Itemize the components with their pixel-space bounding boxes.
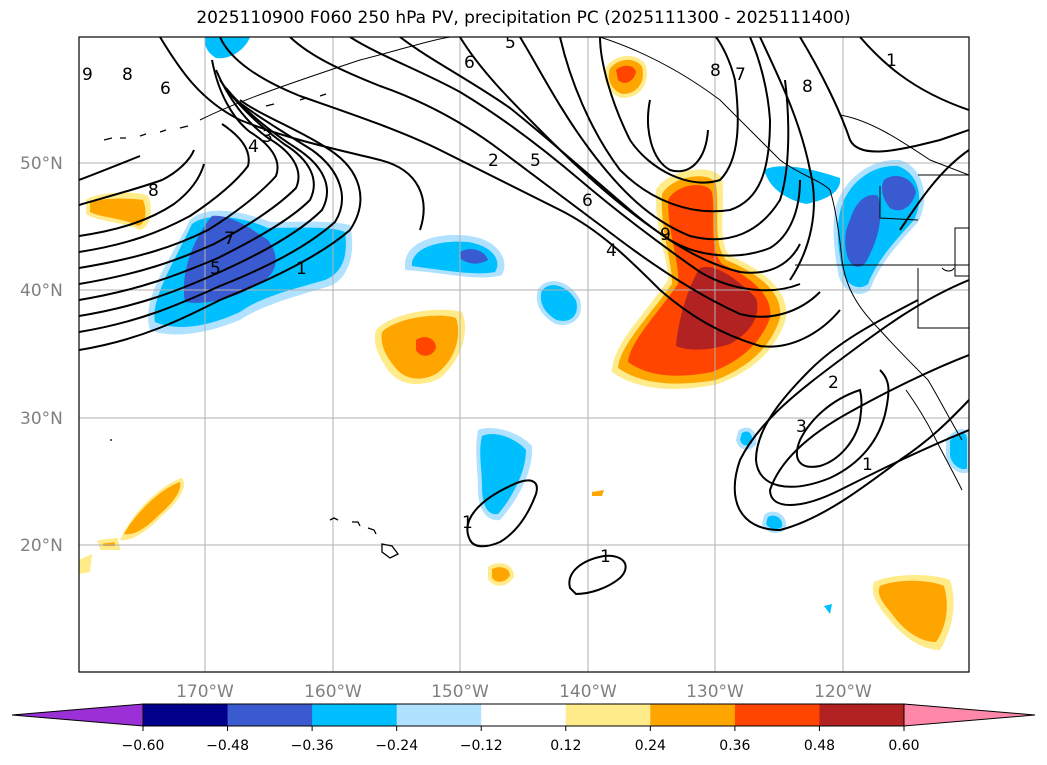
colorbar-tick-label: −0.36: [291, 738, 334, 754]
negative-anomaly-coast-core2: [882, 176, 916, 211]
contour-label: 8: [710, 61, 721, 81]
contour-label: 2: [828, 373, 839, 393]
contour-label: 9: [82, 65, 93, 85]
map-title: 2025110900 F060 250 hPa PV, precipitatio…: [196, 8, 851, 28]
contour-label: 6: [160, 79, 171, 99]
lat-tick-label: 20°N: [20, 536, 63, 556]
contour-label: 4: [248, 137, 259, 157]
contour-label: 1: [296, 259, 307, 279]
lat-tick-label: 50°N: [20, 154, 63, 174]
contour-label: 2: [488, 151, 499, 171]
positive-anomaly-se-inner: [878, 580, 947, 642]
lon-tick-label: 160°W: [304, 682, 362, 702]
lat-tick-labels: 50°N 40°N 30°N 20°N: [20, 154, 63, 556]
positive-anomaly-far-west-inner: [90, 198, 146, 226]
colorbar-tick-label: 0.12: [550, 738, 581, 754]
contour-label: 4: [606, 241, 617, 261]
colorbar-tick-label: 0.48: [804, 738, 835, 754]
contour-labels: 9 8 6 6 5 8 7 8 3 4 2 5 6 4 8 9 7 5 1 1 …: [82, 33, 897, 567]
colorbar-extend-low: [11, 703, 144, 727]
contour-label: 6: [464, 53, 475, 73]
contour-label: 5: [505, 33, 516, 53]
positive-anomaly-sw-small: [97, 537, 121, 550]
negative-anomaly-subtropical-inner: [480, 433, 526, 515]
contour-label: 1: [862, 455, 873, 475]
colorbar-tick-label: −0.60: [122, 738, 165, 754]
positive-anomaly-north-core: [616, 65, 636, 83]
positive-anomaly-central-core: [416, 337, 436, 356]
lon-tick-label: 170°W: [176, 682, 234, 702]
colorbar: −0.60 −0.48 −0.36 −0.24 −0.12 0.12 0.24 0.36 0.4…: [11, 703, 1036, 754]
colorbar-tick-label: −0.24: [375, 738, 418, 754]
colorbar-tick-label: −0.12: [460, 738, 503, 754]
lat-tick-label: 30°N: [20, 409, 63, 429]
lon-tick-label: 150°W: [431, 682, 489, 702]
colorbar-segment: [565, 704, 651, 726]
colorbar-frame: [142, 703, 905, 727]
colorbar-tick-label: 0.36: [719, 738, 750, 754]
contour-label: 6: [582, 191, 593, 211]
contour-label: 8: [122, 65, 133, 85]
contour-label: 8: [802, 77, 813, 97]
negative-anomaly-patch-1: [735, 427, 757, 450]
contour-label: 3: [262, 127, 273, 147]
lon-tick-label: 130°W: [686, 682, 744, 702]
contour-label: 3: [796, 417, 807, 437]
colorbar-segment: [481, 704, 567, 726]
islands: [103, 93, 399, 559]
positive-anomaly-dot: [592, 490, 604, 496]
colorbar-segment: [819, 704, 905, 726]
contour-label: 9: [660, 225, 671, 245]
map-frame: [78, 36, 970, 673]
contour-label: 5: [530, 151, 541, 171]
contour-label: 1: [462, 513, 473, 533]
contour-label: 7: [224, 229, 235, 249]
colorbar-tick-label: −0.48: [206, 738, 249, 754]
lon-tick-labels: 170°W 160°W 150°W 140°W 130°W 120°W: [176, 682, 872, 702]
negative-anomaly-top: [204, 37, 250, 59]
colorbar-segment: [650, 704, 736, 726]
negative-anomaly-coast-core: [845, 195, 881, 267]
colorbar-segment: [734, 704, 820, 726]
negative-anomaly-patch-4: [824, 604, 832, 614]
negative-anomaly-bc: [764, 166, 841, 204]
contour-label: 1: [600, 547, 611, 567]
contour-label: 5: [210, 259, 221, 279]
lat-tick-label: 40°N: [20, 281, 63, 301]
gridlines: [79, 37, 969, 672]
negative-anomaly-west-core: [183, 215, 276, 303]
lon-tick-label: 140°W: [559, 682, 617, 702]
positive-anomaly-south: [488, 563, 515, 586]
colorbar-tick-label: 0.60: [888, 738, 919, 754]
colorbar-extend-high: [903, 703, 1036, 727]
contour-label: 1: [886, 51, 897, 71]
precip-shading: [79, 37, 969, 650]
positive-anomaly-sw-edge: [79, 554, 92, 574]
contour-label: 8: [148, 181, 159, 201]
pv-contours: [79, 37, 969, 596]
colorbar-segment: [143, 704, 229, 726]
contour-label: 7: [735, 65, 746, 85]
lon-tick-label: 120°W: [814, 682, 872, 702]
colorbar-segment: [312, 704, 398, 726]
negative-anomaly-central-inner: [412, 241, 498, 274]
negative-anomaly-small: [536, 281, 581, 325]
negative-anomaly-central-core: [460, 249, 488, 264]
colorbar-segment: [227, 704, 313, 726]
colorbar-tick-label: 0.24: [635, 738, 666, 754]
colorbar-segment: [396, 704, 482, 726]
positive-anomaly-sw-inner: [124, 482, 181, 535]
